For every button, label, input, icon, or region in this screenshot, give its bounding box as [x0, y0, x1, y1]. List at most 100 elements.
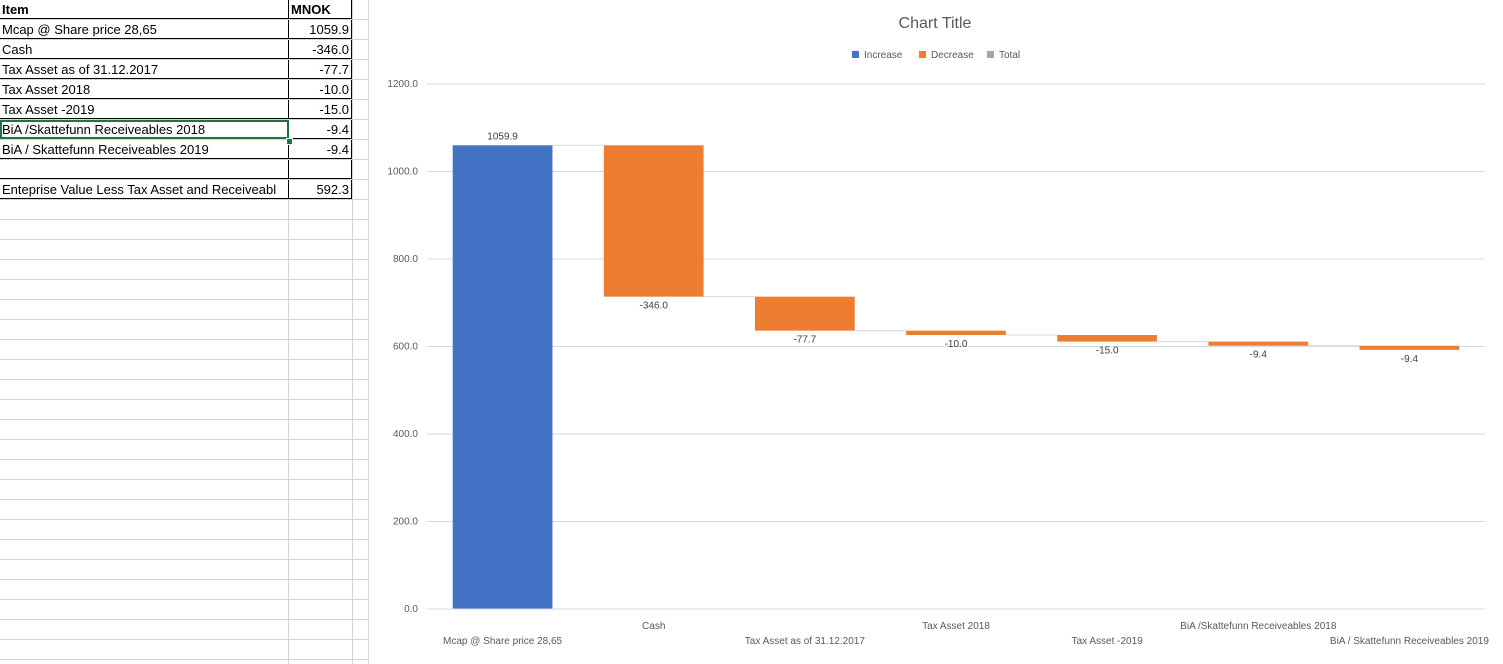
fill-handle[interactable] — [286, 138, 293, 145]
item-cell[interactable]: Tax Asset 2018 — [0, 80, 289, 99]
y-tick-label: 800.0 — [393, 254, 418, 265]
row-gridline — [0, 279, 368, 280]
row-gridline — [0, 499, 368, 500]
x-category-label: BiA / Skattefunn Receiveables 2019 — [1330, 636, 1489, 647]
row-gridline — [0, 599, 368, 600]
item-cell[interactable]: Tax Asset as of 31.12.2017 — [0, 60, 289, 79]
x-category-label: Tax Asset as of 31.12.2017 — [745, 636, 866, 647]
row-gridline — [0, 119, 368, 120]
row-gridline — [0, 239, 368, 240]
y-tick-label: 600.0 — [393, 342, 418, 353]
value-cell[interactable]: -15.0 — [289, 100, 352, 119]
y-tick-label: 400.0 — [393, 429, 418, 440]
value-cell[interactable]: -346.0 — [289, 40, 352, 59]
row-gridline — [0, 79, 368, 80]
table-row: Cash -346.0 — [0, 40, 352, 60]
row-gridline — [0, 299, 368, 300]
item-cell[interactable]: BiA / Skattefunn Receiveables 2019 — [0, 140, 289, 159]
row-gridline — [0, 339, 368, 340]
table-row: Mcap @ Share price 28,65 1059.9 — [0, 20, 352, 40]
item-cell[interactable]: Enteprise Value Less Tax Asset and Recei… — [0, 180, 289, 199]
row-gridline — [0, 99, 368, 100]
row-gridline — [0, 659, 368, 660]
x-axis[interactable]: Mcap @ Share price 28,65 Cash Tax Asset as… — [427, 608, 1489, 647]
header-item[interactable]: Item — [0, 0, 289, 19]
chart-legend[interactable]: Increase Decrease Total — [852, 50, 1020, 61]
item-cell[interactable]: Tax Asset -2019 — [0, 100, 289, 119]
item-cell[interactable]: Cash — [0, 40, 289, 59]
bar-decrease[interactable] — [754, 296, 855, 331]
bar-decrease[interactable] — [1057, 335, 1158, 342]
data-label: -9.4 — [1401, 354, 1419, 365]
row-gridline — [0, 579, 368, 580]
row-gridline — [0, 159, 368, 160]
row-gridline — [0, 439, 368, 440]
row-gridline — [0, 259, 368, 260]
waterfall-chart[interactable]: Chart Title Increase Decrease Total 0.0 200… — [368, 0, 1503, 664]
value-cell[interactable]: -9.4 — [289, 140, 352, 159]
data-label: 1059.9 — [487, 131, 518, 142]
table-row: Tax Asset as of 31.12.2017 -77.7 — [0, 60, 352, 80]
row-gridline — [0, 39, 368, 40]
row-gridline — [0, 559, 368, 560]
legend-swatch-increase — [852, 51, 859, 58]
bar-increase[interactable] — [452, 145, 553, 609]
connector-lines — [552, 144, 1360, 347]
table-row: BiA / Skattefunn Receiveables 2019 -9.4 — [0, 140, 352, 160]
row-gridline — [0, 619, 368, 620]
bar-decrease[interactable] — [603, 145, 704, 297]
row-gridline — [0, 359, 368, 360]
row-gridline — [0, 519, 368, 520]
column-gridline — [352, 0, 353, 664]
bar-decrease[interactable] — [1359, 345, 1460, 350]
item-cell[interactable]: Mcap @ Share price 28,65 — [0, 20, 289, 39]
value-cell[interactable]: -77.7 — [289, 60, 352, 79]
row-gridline — [0, 179, 368, 180]
bar-decrease[interactable] — [906, 330, 1006, 336]
legend-label-increase: Increase — [864, 50, 903, 61]
column-gridline — [288, 0, 289, 664]
row-gridline — [0, 419, 368, 420]
spreadsheet: Item MNOK Mcap @ Share price 28,65 1059.… — [0, 0, 368, 664]
table-row: Tax Asset 2018 -10.0 — [0, 80, 352, 100]
row-gridline — [0, 399, 368, 400]
row-gridline — [0, 139, 368, 140]
x-category-label: Cash — [642, 621, 665, 632]
x-category-label: Tax Asset -2019 — [1072, 636, 1144, 647]
row-gridline — [0, 59, 368, 60]
y-tick-label: 200.0 — [393, 517, 418, 528]
row-gridline — [0, 199, 368, 200]
item-cell[interactable] — [0, 160, 289, 179]
value-cell[interactable]: 1059.9 — [289, 20, 352, 39]
table-row — [0, 160, 352, 180]
x-category-label: Tax Asset 2018 — [922, 621, 990, 632]
data-label: -10.0 — [945, 339, 968, 350]
table-row: Enteprise Value Less Tax Asset and Recei… — [0, 180, 352, 200]
y-tick-label: 1000.0 — [387, 167, 418, 178]
data-label: -77.7 — [793, 335, 816, 346]
row-gridline — [0, 539, 368, 540]
item-cell-selected[interactable]: BiA /Skattefunn Receiveables 2018 — [0, 120, 289, 139]
value-cell[interactable]: -9.4 — [289, 120, 352, 139]
chart-svg: Chart Title Increase Decrease Total 0.0 200… — [387, 15, 1489, 647]
row-gridline — [0, 219, 368, 220]
y-axis[interactable]: 0.0 200.0 400.0 600.0 800.0 1000.0 1200.0 — [387, 79, 418, 615]
data-label: -9.4 — [1250, 350, 1268, 361]
row-gridline — [0, 379, 368, 380]
value-cell[interactable]: -10.0 — [289, 80, 352, 99]
row-gridline — [0, 19, 368, 20]
row-gridline — [0, 459, 368, 460]
legend-label-total: Total — [999, 50, 1020, 61]
bars — [452, 145, 1460, 609]
header-mnok[interactable]: MNOK — [289, 0, 352, 19]
x-category-label: Mcap @ Share price 28,65 — [443, 636, 563, 647]
data-labels: 1059.9 -346.0 -77.7 -10.0 -15.0 -9.4 -9.4 — [487, 131, 1418, 365]
row-gridline — [0, 479, 368, 480]
legend-swatch-total — [987, 51, 994, 58]
value-cell[interactable] — [289, 160, 352, 179]
row-gridline — [0, 319, 368, 320]
value-cell[interactable]: 592.3 — [289, 180, 352, 199]
bar-decrease[interactable] — [1208, 341, 1309, 346]
table-row: BiA /Skattefunn Receiveables 2018 -9.4 — [0, 120, 352, 140]
chart-title[interactable]: Chart Title — [899, 15, 972, 32]
